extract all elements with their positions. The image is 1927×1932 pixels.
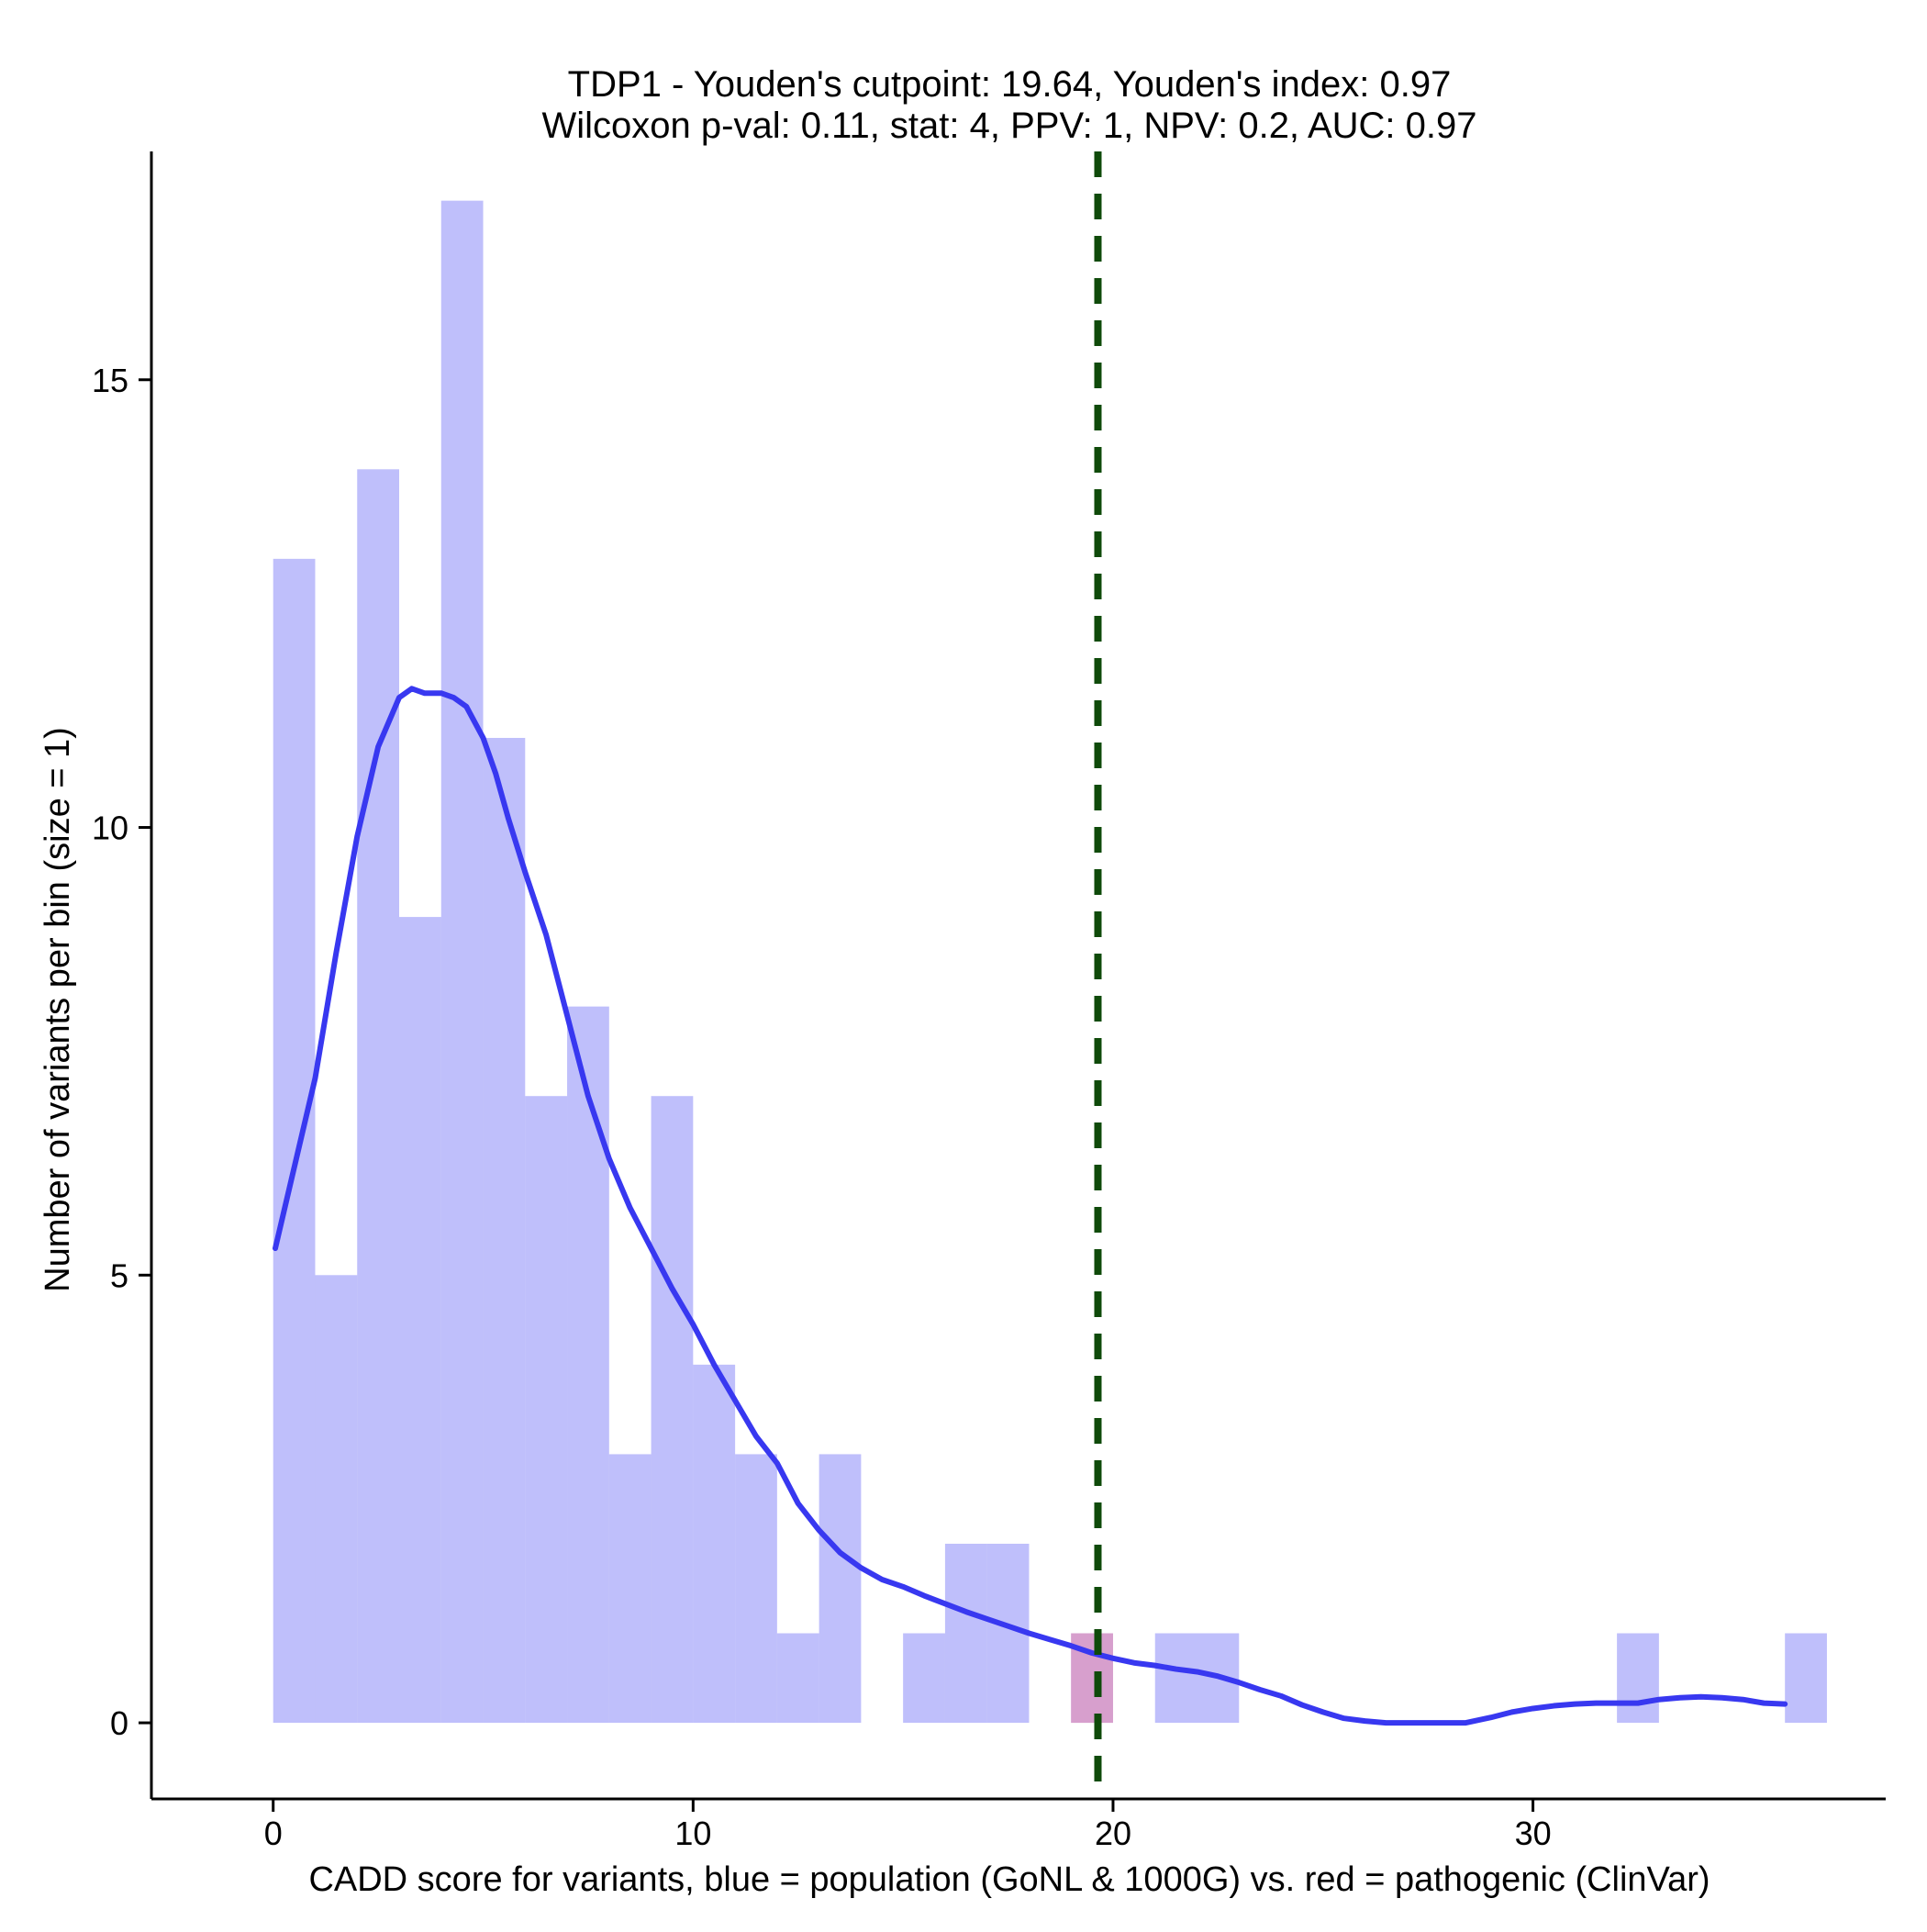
population-bar-1 [315, 1275, 358, 1724]
y-tick-label: 15 [92, 362, 128, 399]
population-bar-10 [693, 1364, 736, 1724]
chart-title-line-2: Wilcoxon p-val: 0.11, stat: 4, PPV: 1, N… [542, 106, 1477, 146]
population-bar-5 [483, 737, 526, 1724]
population-bar-7 [567, 1006, 609, 1724]
x-tick-label: 10 [674, 1815, 711, 1852]
population-bar-0 [273, 558, 316, 1724]
y-tick-label: 10 [92, 810, 128, 847]
y-tick-label: 5 [110, 1256, 128, 1294]
density-layer [273, 686, 1788, 1726]
population-bar-8 [608, 1454, 652, 1724]
chart-title-line-1: TDP1 - Youden's cutpoint: 19.64, Youden'… [568, 64, 1452, 105]
bars-layer [273, 200, 1827, 1724]
x-tick-label: 0 [264, 1815, 283, 1852]
population-bar-36 [1785, 1633, 1827, 1724]
density-curve [273, 686, 1788, 1726]
population-bar-4 [440, 200, 484, 1724]
x-axis-title: CADD score for variants, blue = populati… [308, 1860, 1710, 1899]
population-bar-21 [1154, 1633, 1197, 1724]
x-tick-label: 30 [1515, 1815, 1552, 1852]
population-bar-9 [651, 1096, 694, 1724]
population-bar-2 [357, 469, 399, 1724]
population-bar-13 [819, 1454, 862, 1724]
axes-layer: 0 10 20 30 0 5 10 15 [92, 151, 1886, 1852]
x-axis-ticks: 0 10 20 30 [264, 1799, 1552, 1852]
population-bar-16 [944, 1543, 987, 1724]
population-bar-12 [776, 1633, 819, 1724]
y-axis-title: Number of variants per bin (size = 1) [39, 727, 77, 1292]
population-bar-3 [399, 917, 441, 1724]
population-bar-32 [1617, 1633, 1659, 1724]
population-bar-15 [903, 1633, 945, 1724]
population-bar-6 [525, 1096, 568, 1724]
population-bar-11 [735, 1454, 777, 1724]
y-tick-label: 0 [110, 1704, 128, 1742]
y-axis-ticks: 0 5 10 15 [92, 362, 151, 1742]
x-tick-label: 20 [1095, 1815, 1131, 1852]
